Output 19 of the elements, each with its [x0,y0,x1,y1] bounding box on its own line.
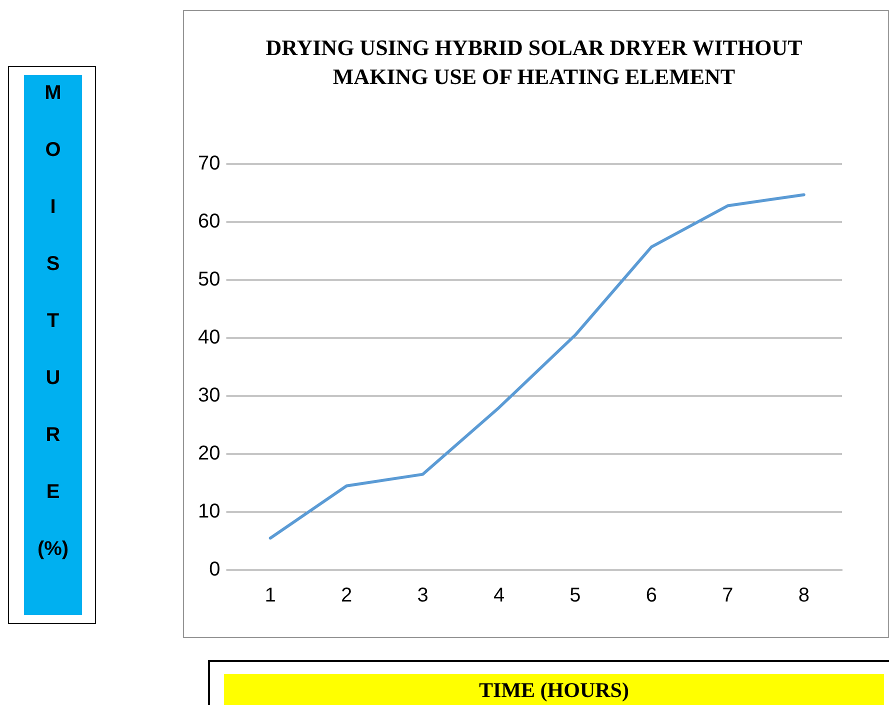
x-tick-label: 3 [417,584,428,607]
y-tick-label: 40 [198,326,220,349]
y-tick-label: 60 [198,210,220,233]
x-tick-label: 1 [264,584,276,607]
text: MOISTURE (%) [37,82,69,560]
x-tick-label: 6 [646,584,658,607]
x-tick-label: 2 [341,584,352,607]
y-tick-label: 20 [198,442,220,465]
x-tick-label: 8 [798,584,810,607]
y-tick-label: 0 [209,558,220,581]
x-tick-label: 5 [570,584,581,607]
chart-title: DRYING USING HYBRID SOLAR DRYER WITHOUT MAKING USE OF HEATING ELEMENT [264,34,804,91]
y-tick-label: 30 [198,384,220,407]
x-axis-title: TIME (HOURS) [224,674,884,705]
y-tick-label: 70 [198,152,220,175]
x-tick-label: 4 [493,584,505,607]
y-tick-label: 10 [198,500,220,523]
y-tick-label: 50 [198,268,220,291]
x-tick-label: 7 [722,584,734,607]
